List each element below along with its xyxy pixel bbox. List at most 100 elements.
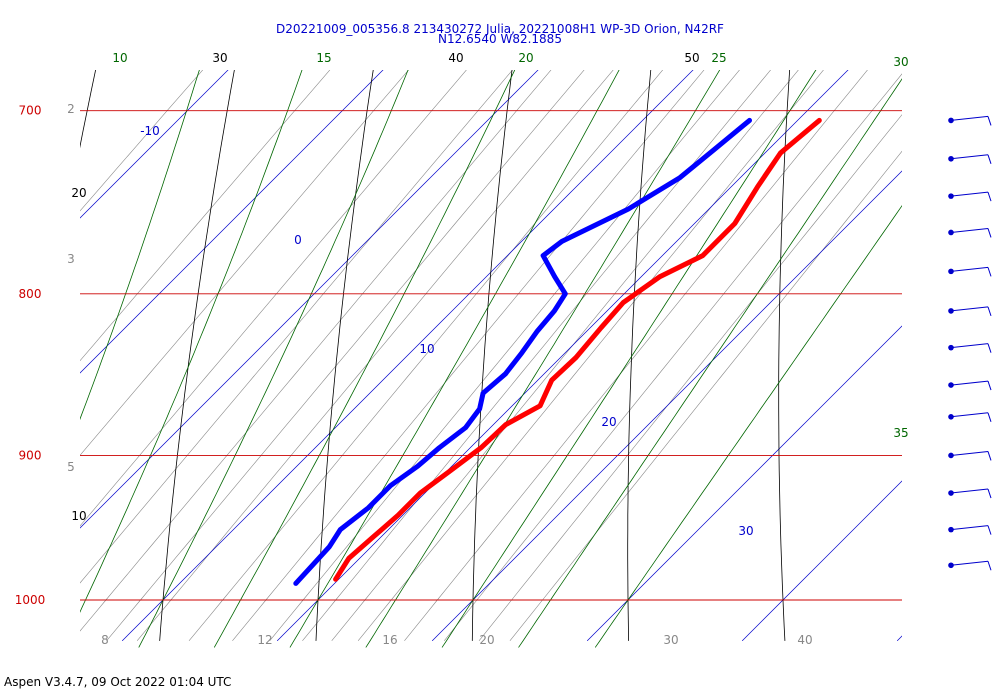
wind-barbs: [948, 115, 992, 571]
wind-barb: [950, 306, 992, 317]
moist-adiabat-label: 10: [112, 51, 127, 65]
dry-adiabat-line: [159, 70, 235, 641]
mixing-ratio-label: 3: [67, 252, 75, 266]
dry-adiabat-label: 40: [448, 51, 463, 65]
temperature-tick-label: 20: [479, 633, 494, 647]
mixing-ratio-label: 5: [67, 460, 75, 474]
moist-adiabat-label: 25: [711, 51, 726, 65]
mixing-ratio-line: [404, 70, 868, 641]
dry-adiabat-label: 20: [71, 186, 86, 200]
wind-barb: [950, 488, 992, 499]
wind-barb: [950, 412, 992, 422]
moist-adiabat-label: 30: [893, 55, 908, 69]
wind-barb: [950, 115, 992, 126]
temperature-tick-label: 8: [101, 633, 109, 647]
isotherm-line: [587, 325, 902, 641]
dry-adiabat-line: [80, 70, 96, 149]
temperature-profile: [333, 117, 822, 582]
dry-adiabat-line: [0, 0, 26, 641]
mixing-ratio-lines: [80, 70, 902, 641]
wind-barb: [950, 560, 992, 571]
moist-adiabat-label: 35: [893, 426, 908, 440]
mixing-ratio-line: [302, 70, 771, 641]
isotherm-line: [0, 0, 184, 641]
moist-adiabat-line: [365, 70, 721, 648]
moist-adiabat-label: 15: [316, 51, 331, 65]
wind-barb: [950, 266, 992, 277]
moist-adiabat-line: [80, 70, 200, 421]
dry-adiabat-line: [315, 70, 374, 641]
isotherm-line: [80, 70, 539, 529]
isotherm-label: 30: [738, 524, 753, 538]
dewpoint-profile: [293, 117, 752, 586]
wind-barb: [950, 525, 992, 535]
isotherm-line: [80, 70, 229, 219]
mixing-ratio-line: [444, 73, 902, 641]
mixing-ratio-line: [80, 70, 409, 456]
chart-labels: 6007008009001000812162030402351020304050…: [15, 51, 909, 647]
mixing-ratio-line: [137, 70, 614, 641]
temperature-tick-label: 30: [663, 633, 678, 647]
dry-adiabat-line: [627, 70, 652, 641]
pressure-label: 800: [19, 287, 42, 301]
pressure-label: 900: [19, 448, 42, 462]
wind-barb: [950, 154, 992, 164]
chart-subtitle: N12.6540 W82.1885: [438, 32, 562, 46]
isotherm-label: 20: [601, 415, 616, 429]
mixing-ratio-line: [80, 70, 513, 584]
temperature-tick-label: 40: [797, 633, 812, 647]
isotherm-line: [0, 0, 29, 641]
isobar-lines: [80, 110, 902, 601]
wind-barb: [950, 380, 992, 391]
dry-adiabat-line: [925, 0, 945, 641]
isotherm-label: -10: [140, 124, 160, 138]
chart-title: D20221009_005356.8 213430272 Julia, 2022…: [276, 22, 724, 36]
wind-barb: [950, 227, 992, 238]
mixing-ratio-line: [232, 70, 705, 641]
mixing-ratio-line: [331, 70, 799, 641]
moist-adiabat-line: [289, 70, 620, 648]
dry-adiabat-line: [778, 70, 791, 641]
moist-adiabat-line: [80, 70, 303, 613]
pressure-label: 700: [19, 104, 42, 118]
mixing-ratio-line: [80, 70, 467, 527]
mixing-ratio-line: [188, 70, 664, 641]
wind-barb: [950, 343, 992, 353]
dry-adiabat-label: 50: [684, 51, 699, 65]
mixing-ratio-line: [478, 114, 902, 641]
isotherm-line: [277, 70, 849, 641]
dry-adiabat-line: [471, 70, 513, 641]
dry-adiabat-lines: [0, 0, 945, 641]
dry-adiabat-label: 30: [212, 51, 227, 65]
dry-adiabat-label: 10: [71, 509, 86, 523]
moist-adiabat-line: [518, 78, 902, 648]
isotherm-line: [80, 70, 384, 374]
sounding-profiles: [293, 117, 822, 586]
isotherm-lines: [0, 0, 902, 641]
isotherm-line: [432, 170, 902, 641]
wind-barb-dot: [948, 268, 954, 275]
isotherm-line: [742, 480, 902, 641]
wind-barb-dot: [948, 344, 954, 351]
moist-adiabat-line: [138, 70, 409, 648]
temperature-tick-label: 12: [257, 633, 272, 647]
temperature-tick-label: 16: [382, 633, 397, 647]
isotherm-label: 10: [419, 342, 434, 356]
mixing-ratio-label: 2: [67, 102, 75, 116]
wind-barb: [950, 450, 992, 461]
moist-adiabat-line: [214, 70, 516, 648]
isotherm-label: 0: [294, 233, 302, 247]
moist-adiabat-lines: [80, 70, 902, 648]
mixing-ratio-line: [80, 70, 331, 362]
pressure-label: 1000: [15, 593, 46, 607]
footer-version: Aspen V3.4.7, 09 Oct 2022 01:04 UTC: [4, 675, 232, 689]
moist-adiabat-label: 20: [518, 51, 533, 65]
moist-adiabat-line: [595, 205, 902, 648]
isotherm-line: [897, 635, 902, 641]
isotherm-line: [122, 70, 694, 641]
mixing-ratio-line: [80, 70, 552, 632]
mixing-ratio-line: [509, 150, 902, 641]
wind-barb-dot: [948, 490, 954, 496]
moist-adiabat-line: [441, 70, 817, 648]
